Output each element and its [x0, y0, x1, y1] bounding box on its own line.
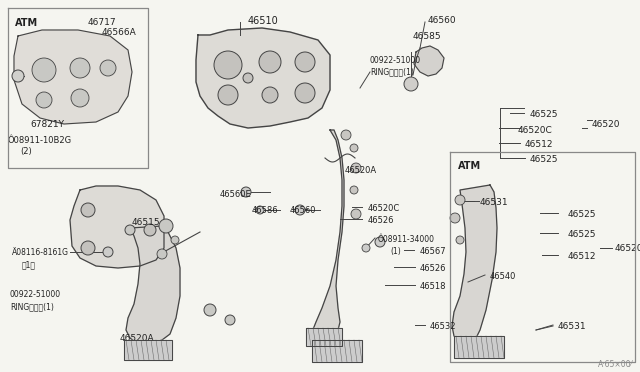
Text: 46525: 46525 — [530, 110, 559, 119]
Text: 46560E: 46560E — [220, 190, 252, 199]
Text: (2): (2) — [20, 147, 32, 156]
Text: RINGリング(1): RINGリング(1) — [10, 302, 54, 311]
Text: 46717: 46717 — [88, 18, 116, 27]
Polygon shape — [14, 30, 132, 124]
Text: 46510: 46510 — [248, 16, 279, 26]
Text: ATM: ATM — [458, 161, 481, 171]
Text: 46520: 46520 — [615, 244, 640, 253]
Polygon shape — [452, 185, 497, 342]
Text: 46525: 46525 — [568, 210, 596, 219]
Text: 46585: 46585 — [413, 32, 442, 41]
Circle shape — [259, 51, 281, 73]
Text: 46560: 46560 — [290, 206, 317, 215]
Text: Ä08116-8161G: Ä08116-8161G — [12, 248, 69, 257]
Circle shape — [241, 187, 251, 197]
Text: 46526: 46526 — [420, 264, 447, 273]
Text: (1): (1) — [390, 247, 401, 256]
Circle shape — [204, 304, 216, 316]
Polygon shape — [196, 28, 330, 128]
Circle shape — [262, 87, 278, 103]
Circle shape — [351, 209, 361, 219]
Text: Ô08911-10B2G: Ô08911-10B2G — [8, 136, 72, 145]
Circle shape — [103, 247, 113, 257]
Circle shape — [225, 315, 235, 325]
Text: 46525: 46525 — [568, 230, 596, 239]
Text: 46531: 46531 — [480, 198, 509, 207]
Text: 46531: 46531 — [558, 322, 587, 331]
Circle shape — [295, 52, 315, 72]
Circle shape — [295, 205, 305, 215]
Circle shape — [81, 241, 95, 255]
Circle shape — [341, 130, 351, 140]
Text: Ô08911-34000: Ô08911-34000 — [378, 235, 435, 244]
Polygon shape — [306, 328, 342, 346]
Text: 46526: 46526 — [368, 216, 394, 225]
Circle shape — [171, 236, 179, 244]
Text: 46520C: 46520C — [518, 126, 553, 135]
Circle shape — [375, 237, 385, 247]
Text: 00922-51000: 00922-51000 — [10, 290, 61, 299]
Circle shape — [12, 70, 24, 82]
Text: 46520C: 46520C — [368, 204, 400, 213]
Text: 00922-51000: 00922-51000 — [370, 56, 421, 65]
Text: 46525: 46525 — [530, 155, 559, 164]
Circle shape — [144, 224, 156, 236]
Polygon shape — [454, 336, 504, 358]
Polygon shape — [126, 226, 180, 344]
Circle shape — [100, 60, 116, 76]
Text: 46586: 46586 — [252, 206, 278, 215]
Circle shape — [32, 58, 56, 82]
Circle shape — [350, 186, 358, 194]
Polygon shape — [414, 46, 444, 76]
Circle shape — [81, 203, 95, 217]
Circle shape — [125, 225, 135, 235]
Circle shape — [350, 144, 358, 152]
Text: 、1。: 、1。 — [22, 260, 36, 269]
Polygon shape — [312, 340, 362, 362]
Circle shape — [450, 213, 460, 223]
Circle shape — [455, 195, 465, 205]
Text: 46515: 46515 — [132, 218, 161, 227]
Text: 46520A: 46520A — [345, 166, 377, 175]
Circle shape — [36, 92, 52, 108]
Text: 46520A: 46520A — [120, 334, 155, 343]
Polygon shape — [124, 340, 172, 360]
Circle shape — [362, 244, 370, 252]
Text: 67821Y: 67821Y — [30, 120, 64, 129]
Circle shape — [256, 206, 264, 214]
Circle shape — [218, 85, 238, 105]
Text: RINGリング(1): RINGリング(1) — [370, 67, 414, 76]
Circle shape — [456, 236, 464, 244]
Text: 46567: 46567 — [420, 247, 447, 256]
Text: 46512: 46512 — [568, 252, 596, 261]
Circle shape — [157, 249, 167, 259]
Circle shape — [243, 73, 253, 83]
Text: 46566A: 46566A — [102, 28, 137, 37]
Text: 46560: 46560 — [428, 16, 456, 25]
Circle shape — [351, 163, 361, 173]
Circle shape — [295, 83, 315, 103]
Circle shape — [159, 219, 173, 233]
Polygon shape — [310, 130, 344, 340]
Circle shape — [70, 58, 90, 78]
Text: ATM: ATM — [15, 18, 38, 28]
Text: 46520: 46520 — [592, 120, 621, 129]
Polygon shape — [70, 186, 164, 268]
Text: 46540: 46540 — [490, 272, 516, 281]
Text: 46512: 46512 — [525, 140, 554, 149]
Text: A·65×00⁄: A·65×00⁄ — [598, 360, 633, 369]
Text: 46518: 46518 — [420, 282, 447, 291]
Circle shape — [214, 51, 242, 79]
Circle shape — [71, 89, 89, 107]
Circle shape — [404, 77, 418, 91]
Text: 46532: 46532 — [430, 322, 456, 331]
